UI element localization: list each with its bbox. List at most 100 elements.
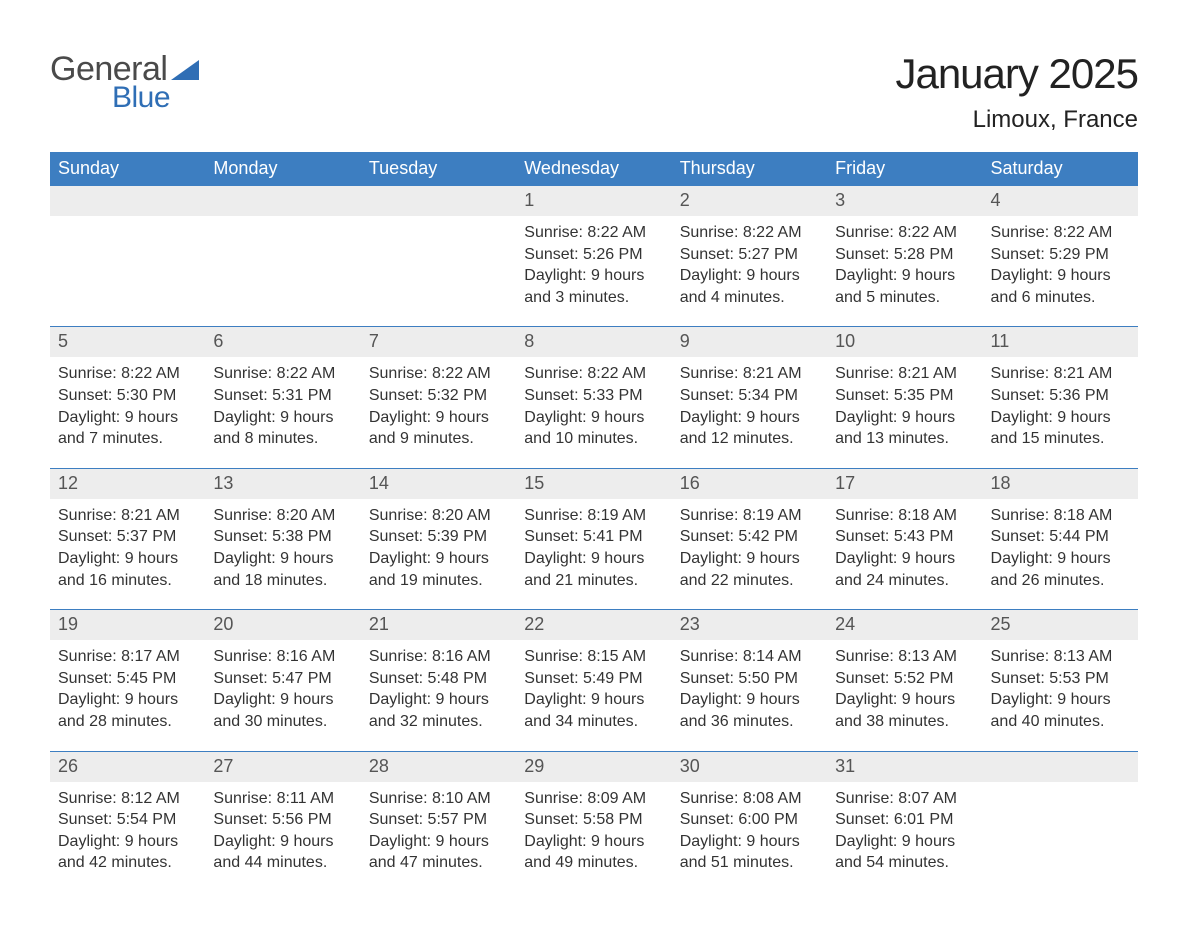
day-number: 26 xyxy=(50,752,205,782)
sunset-text: Sunset: 5:35 PM xyxy=(835,385,974,407)
sunrise-text: Sunrise: 8:22 AM xyxy=(369,363,508,385)
sunset-text: Sunset: 5:53 PM xyxy=(991,668,1130,690)
day-details: Sunrise: 8:20 AMSunset: 5:38 PMDaylight:… xyxy=(205,499,360,591)
daylight-line1: Daylight: 9 hours xyxy=(369,689,508,711)
calendar-week: 26Sunrise: 8:12 AMSunset: 5:54 PMDayligh… xyxy=(50,751,1138,892)
daylight-line1: Daylight: 9 hours xyxy=(369,407,508,429)
dow-friday: Friday xyxy=(827,152,982,186)
daylight-line1: Daylight: 9 hours xyxy=(680,265,819,287)
sunset-text: Sunset: 5:44 PM xyxy=(991,526,1130,548)
day-details: Sunrise: 8:22 AMSunset: 5:32 PMDaylight:… xyxy=(361,357,516,449)
day-number: 2 xyxy=(672,186,827,216)
calendar-day-cell: 16Sunrise: 8:19 AMSunset: 5:42 PMDayligh… xyxy=(672,469,827,609)
daylight-line1: Daylight: 9 hours xyxy=(524,831,663,853)
day-of-week-row: Sunday Monday Tuesday Wednesday Thursday… xyxy=(50,152,1138,186)
calendar-day-cell: 12Sunrise: 8:21 AMSunset: 5:37 PMDayligh… xyxy=(50,469,205,609)
calendar-week: 1Sunrise: 8:22 AMSunset: 5:26 PMDaylight… xyxy=(50,186,1138,326)
sunrise-text: Sunrise: 8:22 AM xyxy=(524,222,663,244)
day-number: 18 xyxy=(983,469,1138,499)
sunset-text: Sunset: 5:50 PM xyxy=(680,668,819,690)
calendar-day-cell xyxy=(50,186,205,326)
daylight-line2: and 40 minutes. xyxy=(991,711,1130,733)
sunrise-text: Sunrise: 8:12 AM xyxy=(58,788,197,810)
day-number: 17 xyxy=(827,469,982,499)
daylight-line2: and 10 minutes. xyxy=(524,428,663,450)
day-details: Sunrise: 8:09 AMSunset: 5:58 PMDaylight:… xyxy=(516,782,671,874)
daylight-line1: Daylight: 9 hours xyxy=(524,689,663,711)
daylight-line2: and 51 minutes. xyxy=(680,852,819,874)
daylight-line2: and 8 minutes. xyxy=(213,428,352,450)
dow-monday: Monday xyxy=(205,152,360,186)
daylight-line2: and 44 minutes. xyxy=(213,852,352,874)
month-title: January 2025 xyxy=(895,50,1138,98)
location-label: Limoux, France xyxy=(895,106,1138,134)
calendar-day-cell: 4Sunrise: 8:22 AMSunset: 5:29 PMDaylight… xyxy=(983,186,1138,326)
sunrise-text: Sunrise: 8:15 AM xyxy=(524,646,663,668)
daylight-line2: and 47 minutes. xyxy=(369,852,508,874)
daylight-line2: and 30 minutes. xyxy=(213,711,352,733)
daylight-line2: and 34 minutes. xyxy=(524,711,663,733)
sunset-text: Sunset: 5:39 PM xyxy=(369,526,508,548)
daylight-line2: and 38 minutes. xyxy=(835,711,974,733)
day-details: Sunrise: 8:22 AMSunset: 5:28 PMDaylight:… xyxy=(827,216,982,308)
calendar-day-cell: 9Sunrise: 8:21 AMSunset: 5:34 PMDaylight… xyxy=(672,327,827,467)
calendar-week: 5Sunrise: 8:22 AMSunset: 5:30 PMDaylight… xyxy=(50,326,1138,467)
daylight-line2: and 5 minutes. xyxy=(835,287,974,309)
daylight-line2: and 22 minutes. xyxy=(680,570,819,592)
day-number: 3 xyxy=(827,186,982,216)
day-number: 22 xyxy=(516,610,671,640)
calendar-day-cell xyxy=(205,186,360,326)
daylight-line1: Daylight: 9 hours xyxy=(680,548,819,570)
calendar-day-cell: 2Sunrise: 8:22 AMSunset: 5:27 PMDaylight… xyxy=(672,186,827,326)
calendar-day-cell: 27Sunrise: 8:11 AMSunset: 5:56 PMDayligh… xyxy=(205,752,360,892)
day-details: Sunrise: 8:19 AMSunset: 5:42 PMDaylight:… xyxy=(672,499,827,591)
day-details: Sunrise: 8:21 AMSunset: 5:35 PMDaylight:… xyxy=(827,357,982,449)
page-header: General Blue January 2025 Limoux, France xyxy=(50,50,1138,134)
sunset-text: Sunset: 5:31 PM xyxy=(213,385,352,407)
calendar-week: 12Sunrise: 8:21 AMSunset: 5:37 PMDayligh… xyxy=(50,468,1138,609)
calendar-day-cell: 17Sunrise: 8:18 AMSunset: 5:43 PMDayligh… xyxy=(827,469,982,609)
daylight-line1: Daylight: 9 hours xyxy=(58,831,197,853)
title-block: January 2025 Limoux, France xyxy=(895,50,1138,134)
sunrise-text: Sunrise: 8:10 AM xyxy=(369,788,508,810)
calendar-day-cell: 10Sunrise: 8:21 AMSunset: 5:35 PMDayligh… xyxy=(827,327,982,467)
calendar-day-cell: 29Sunrise: 8:09 AMSunset: 5:58 PMDayligh… xyxy=(516,752,671,892)
daylight-line2: and 26 minutes. xyxy=(991,570,1130,592)
calendar-day-cell: 3Sunrise: 8:22 AMSunset: 5:28 PMDaylight… xyxy=(827,186,982,326)
calendar-day-cell: 11Sunrise: 8:21 AMSunset: 5:36 PMDayligh… xyxy=(983,327,1138,467)
day-number: 10 xyxy=(827,327,982,357)
calendar-day-cell: 31Sunrise: 8:07 AMSunset: 6:01 PMDayligh… xyxy=(827,752,982,892)
day-details: Sunrise: 8:08 AMSunset: 6:00 PMDaylight:… xyxy=(672,782,827,874)
calendar-page: General Blue January 2025 Limoux, France… xyxy=(0,0,1188,932)
daylight-line2: and 15 minutes. xyxy=(991,428,1130,450)
day-details: Sunrise: 8:15 AMSunset: 5:49 PMDaylight:… xyxy=(516,640,671,732)
daylight-line1: Daylight: 9 hours xyxy=(213,548,352,570)
daylight-line1: Daylight: 9 hours xyxy=(835,548,974,570)
calendar-day-cell: 19Sunrise: 8:17 AMSunset: 5:45 PMDayligh… xyxy=(50,610,205,750)
calendar-day-cell: 26Sunrise: 8:12 AMSunset: 5:54 PMDayligh… xyxy=(50,752,205,892)
sunrise-text: Sunrise: 8:16 AM xyxy=(213,646,352,668)
sunrise-text: Sunrise: 8:22 AM xyxy=(680,222,819,244)
sunset-text: Sunset: 5:52 PM xyxy=(835,668,974,690)
sunrise-text: Sunrise: 8:16 AM xyxy=(369,646,508,668)
day-number: 13 xyxy=(205,469,360,499)
daylight-line2: and 4 minutes. xyxy=(680,287,819,309)
daylight-line1: Daylight: 9 hours xyxy=(213,831,352,853)
daylight-line2: and 7 minutes. xyxy=(58,428,197,450)
day-details: Sunrise: 8:22 AMSunset: 5:26 PMDaylight:… xyxy=(516,216,671,308)
day-number: 1 xyxy=(516,186,671,216)
daylight-line1: Daylight: 9 hours xyxy=(991,265,1130,287)
day-number: 8 xyxy=(516,327,671,357)
calendar-day-cell: 22Sunrise: 8:15 AMSunset: 5:49 PMDayligh… xyxy=(516,610,671,750)
calendar-day-cell: 25Sunrise: 8:13 AMSunset: 5:53 PMDayligh… xyxy=(983,610,1138,750)
day-number: 14 xyxy=(361,469,516,499)
day-number xyxy=(361,186,516,216)
daylight-line2: and 21 minutes. xyxy=(524,570,663,592)
day-number: 7 xyxy=(361,327,516,357)
daylight-line1: Daylight: 9 hours xyxy=(680,407,819,429)
daylight-line2: and 36 minutes. xyxy=(680,711,819,733)
daylight-line1: Daylight: 9 hours xyxy=(835,689,974,711)
sunrise-text: Sunrise: 8:09 AM xyxy=(524,788,663,810)
sunrise-text: Sunrise: 8:07 AM xyxy=(835,788,974,810)
day-number xyxy=(205,186,360,216)
